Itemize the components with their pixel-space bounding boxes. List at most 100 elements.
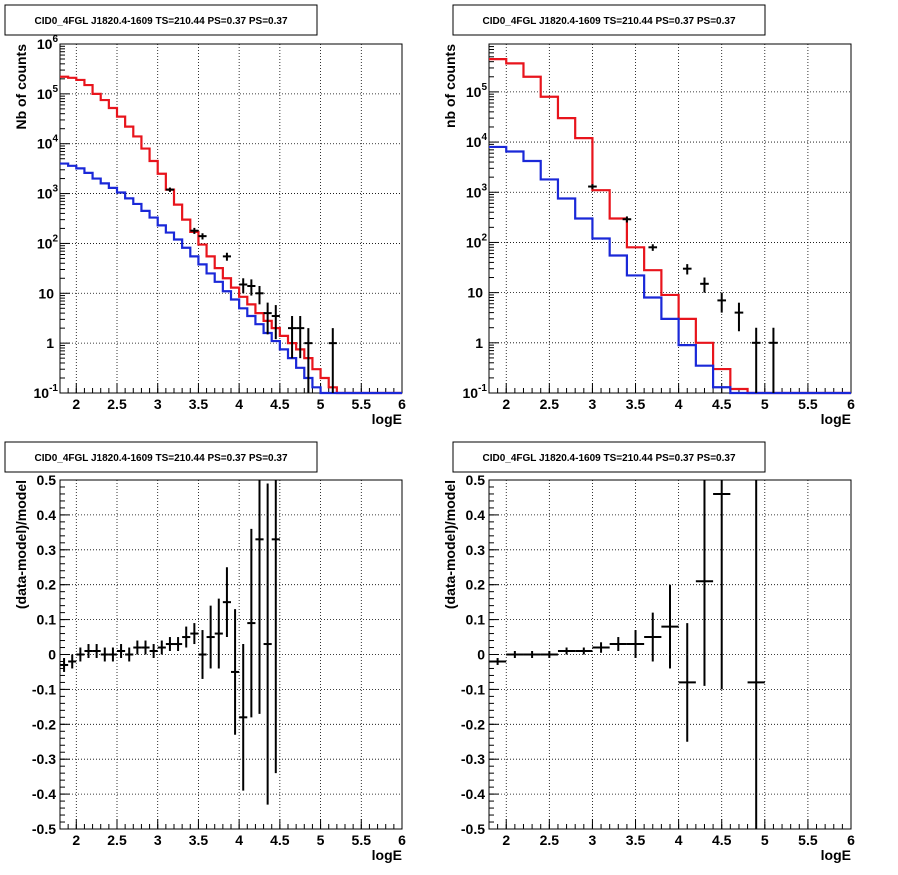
data-point [125, 647, 134, 662]
x-tick-label: 5 [317, 832, 325, 848]
x-tick-label: 6 [847, 832, 855, 848]
data-point [622, 216, 632, 223]
data-point [198, 630, 207, 679]
title-box [4, 4, 318, 36]
data-point [489, 657, 507, 665]
y-tick-label: 0.5 [466, 472, 486, 488]
x-tick-label: 5.5 [352, 396, 372, 412]
data-point [239, 644, 248, 791]
title-box [452, 4, 766, 36]
data-point [133, 640, 142, 655]
data-point [523, 651, 541, 658]
data-point [108, 647, 117, 662]
data-point [626, 630, 645, 658]
x-axis-label: logE [821, 411, 851, 427]
x-tick-label: 2.5 [107, 832, 127, 848]
data-point [149, 644, 158, 658]
plot-frame [488, 479, 852, 830]
data-point [540, 651, 558, 658]
data-point [84, 644, 93, 658]
plot-frame [59, 43, 403, 394]
data-point [214, 598, 223, 669]
x-tick-label: 4 [675, 396, 683, 412]
y-tick-label: 0.4 [466, 507, 486, 523]
data-point [255, 480, 264, 714]
data-point [117, 644, 126, 658]
x-tick-label: 5.5 [798, 396, 818, 412]
plot-frame [59, 479, 403, 830]
data-point [751, 327, 761, 393]
y-tick-label: -0.3 [461, 751, 485, 767]
x-tick-label: 4 [235, 832, 243, 848]
data-point [174, 637, 183, 652]
y-axis-label: (data-model)/model [442, 480, 458, 609]
y-tick-label: 0.3 [37, 542, 57, 558]
data-point [182, 626, 191, 648]
data-point [717, 292, 727, 313]
data-point [100, 647, 109, 662]
y-tick-label: 106 [37, 34, 59, 52]
y-tick-label: 104 [37, 134, 59, 152]
data-point [700, 277, 709, 293]
x-tick-label: 6 [398, 396, 406, 412]
chart-panel-2: CID0_4FGL J1820.4-1609 TS=210.44 PS=0.37… [442, 4, 855, 427]
y-axis-label: (data-model)/model [13, 480, 29, 609]
data-point [68, 654, 77, 669]
y-axis-label: Nb of counts [13, 44, 29, 130]
y-tick-label: 0.1 [466, 612, 486, 628]
series-line-1 [60, 75, 402, 395]
data-point [575, 647, 593, 655]
chart-title: CID0_4FGL J1820.4-1609 TS=210.44 PS=0.37… [482, 453, 735, 464]
data-point [588, 184, 597, 190]
y-tick-label: 105 [466, 82, 488, 100]
y-tick-label: 103 [466, 182, 488, 200]
chart-panel-1: CID0_4FGL J1820.4-1609 TS=210.44 PS=0.37… [4, 4, 406, 427]
x-tick-label: 3.5 [626, 832, 646, 848]
y-tick-label: 10-1 [463, 383, 488, 401]
x-tick-label: 5 [317, 396, 325, 412]
y-tick-label: 1 [46, 335, 54, 351]
x-tick-label: 3.5 [189, 396, 209, 412]
data-point [682, 264, 692, 275]
y-tick-label: -0.5 [32, 821, 56, 837]
x-tick-label: 3.5 [626, 396, 646, 412]
x-tick-label: 4.5 [270, 832, 290, 848]
data-point [713, 480, 731, 690]
data-point [239, 278, 248, 294]
y-tick-label: 104 [466, 132, 488, 150]
data-point [328, 328, 337, 393]
x-tick-label: 3 [589, 396, 597, 412]
data-point [222, 567, 231, 638]
x-tick-label: 5.5 [352, 832, 372, 848]
y-tick-label: 103 [37, 184, 59, 202]
data-point [506, 651, 524, 658]
y-tick-label: -0.4 [461, 786, 485, 802]
x-tick-label: 2 [502, 832, 510, 848]
data-point [648, 244, 658, 251]
y-tick-label: 0.2 [37, 577, 57, 593]
y-tick-label: 102 [466, 232, 488, 250]
x-tick-label: 3 [154, 396, 162, 412]
data-point [247, 279, 256, 296]
data-point [263, 483, 272, 805]
data-point [678, 623, 696, 742]
x-tick-label: 5.5 [798, 832, 818, 848]
y-tick-label: 0.4 [37, 507, 57, 523]
y-tick-label: 102 [37, 233, 59, 251]
y-tick-label: 0 [48, 647, 56, 663]
y-tick-label: 0.5 [37, 472, 57, 488]
x-tick-label: 5 [761, 396, 769, 412]
series-line-2 [60, 162, 402, 395]
y-tick-label: -0.5 [461, 821, 485, 837]
data-point [255, 286, 264, 305]
y-tick-label: -0.1 [461, 681, 485, 697]
data-point [661, 584, 679, 669]
y-tick-label: 105 [37, 84, 59, 102]
x-tick-label: 3 [589, 832, 597, 848]
y-tick-label: 10 [467, 285, 483, 301]
x-tick-label: 3 [154, 832, 162, 848]
x-tick-label: 4.5 [270, 396, 290, 412]
x-tick-label: 2.5 [540, 396, 560, 412]
data-point [157, 640, 166, 655]
